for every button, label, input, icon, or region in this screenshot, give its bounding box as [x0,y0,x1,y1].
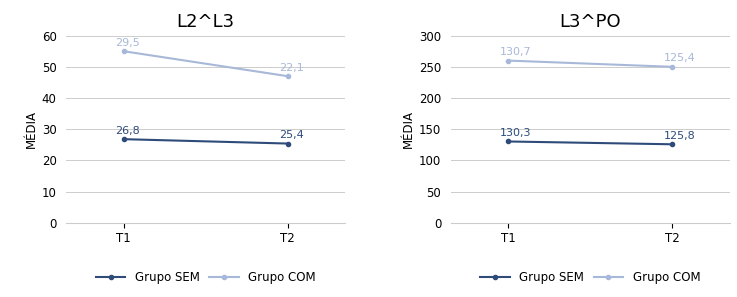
Y-axis label: MÉDIA: MÉDIA [402,110,415,148]
Text: 29,5: 29,5 [116,38,140,48]
Text: 130,7: 130,7 [500,47,531,57]
Text: 125,8: 125,8 [664,131,696,141]
Text: 25,4: 25,4 [279,130,304,140]
Grupo COM [119,49,128,53]
Legend: Grupo SEM, Grupo COM: Grupo SEM, Grupo COM [475,266,705,288]
Text: 130,3: 130,3 [500,128,531,138]
Line: Grupo COM: Grupo COM [506,59,674,69]
Grupo SEM [119,138,128,141]
Line: Grupo SEM: Grupo SEM [506,139,674,146]
Grupo COM [504,59,513,62]
Text: 26,8: 26,8 [116,126,140,135]
Text: 22,1: 22,1 [279,63,304,72]
Legend: Grupo SEM, Grupo COM: Grupo SEM, Grupo COM [91,266,321,288]
Title: L3^PO: L3^PO [559,13,621,31]
Line: Grupo SEM: Grupo SEM [122,137,290,146]
Grupo SEM [283,142,292,145]
Y-axis label: MÉDIA: MÉDIA [24,110,38,148]
Line: Grupo COM: Grupo COM [122,49,290,78]
Grupo SEM [504,140,513,143]
Grupo COM [668,65,677,69]
Grupo SEM [668,143,677,146]
Text: 125,4: 125,4 [664,53,696,63]
Grupo COM [283,75,292,78]
Title: L2^L3: L2^L3 [177,13,235,31]
